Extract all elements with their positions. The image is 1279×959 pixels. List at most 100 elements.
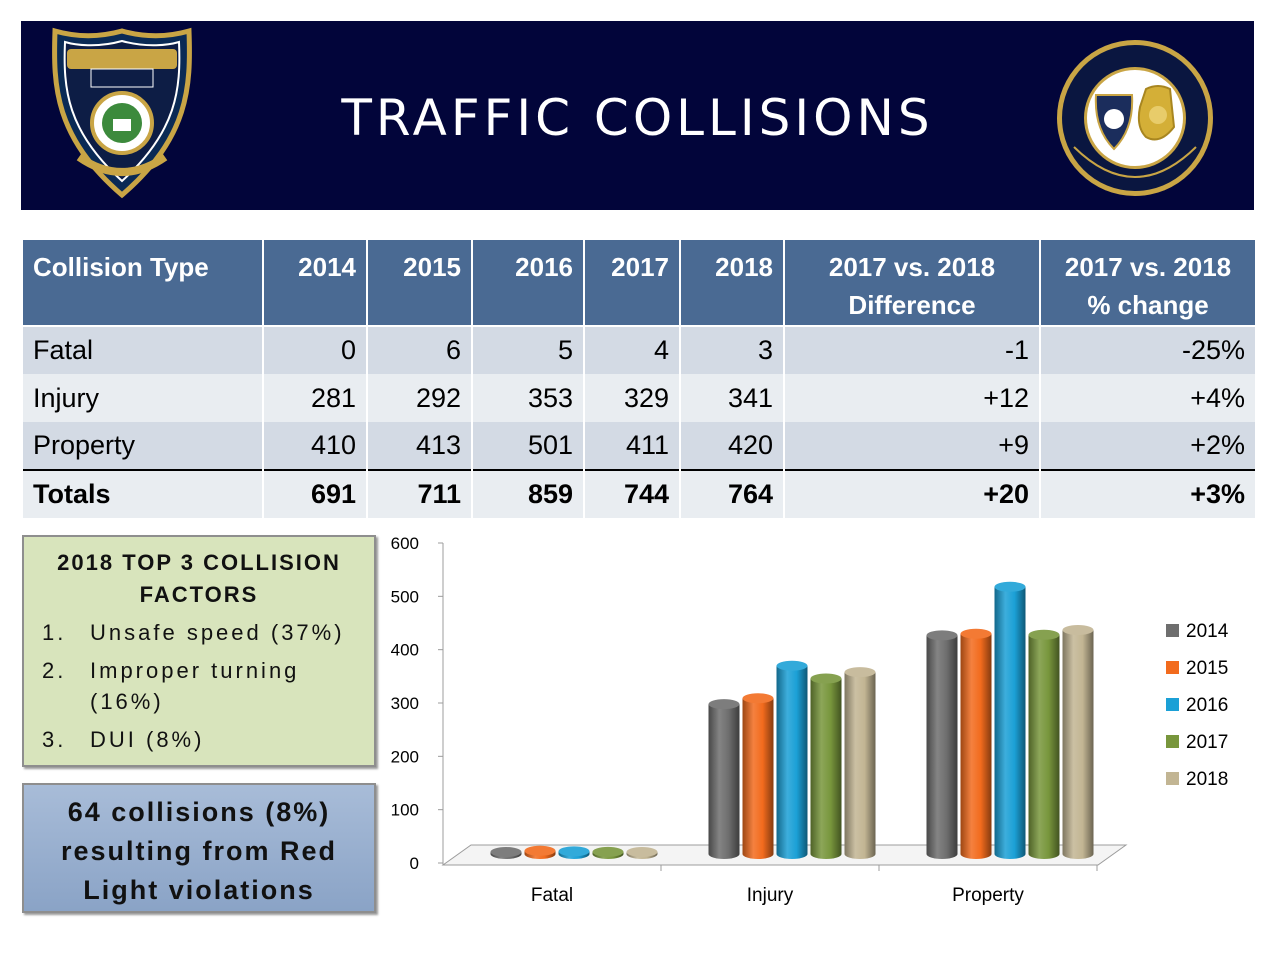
table-cell: 744 (584, 469, 681, 518)
legend-swatch-2016 (1166, 698, 1179, 711)
legend-swatch-2014 (1166, 624, 1179, 637)
bar-2016-injury (776, 665, 808, 859)
table-cell: 6 (367, 325, 473, 374)
factors-list: 1. Unsafe speed (37%) 2. Improper turnin… (42, 617, 372, 762)
legend-label-2018: 2018 (1186, 769, 1228, 790)
header-difference: 2017 vs. 2018 Difference (784, 240, 1041, 326)
legend-label-2015: 2015 (1186, 658, 1228, 679)
table-cell: 281 (263, 374, 368, 422)
legend-swatch-2018 (1166, 772, 1179, 785)
x-tick-label: Property (952, 885, 1024, 906)
table-cell: 329 (584, 374, 681, 422)
list-item-number: 1. (42, 620, 67, 645)
table-cell: 411 (584, 422, 681, 470)
table-cell: Totals (23, 469, 264, 518)
bar-top-2014-property (926, 630, 958, 641)
header-2015: 2015 (367, 240, 473, 326)
list-item-text: DUI (8%) (90, 727, 205, 752)
factors-title: 2018 TOP 3 COLLISION FACTORS (57, 550, 341, 607)
table-row: Property 410 413 501 411 420 +9 +2% (23, 422, 1257, 470)
x-tick-label: Injury (747, 885, 794, 906)
bar-top-2017-injury (810, 673, 842, 684)
legend-label-2017: 2017 (1186, 732, 1228, 753)
table-cell: -1 (784, 325, 1041, 374)
y-tick-label: 100 (391, 801, 419, 820)
bar-top-2015-property (960, 628, 992, 639)
bar-top-2016-fatal (558, 846, 590, 857)
table-cell: Property (23, 422, 264, 470)
list-item-number: 3. (42, 727, 67, 752)
table-cell: 292 (367, 374, 473, 422)
table-cell: 413 (367, 422, 473, 470)
header-percent-change: 2017 vs. 2018 % change (1040, 240, 1257, 326)
table-cell: +3% (1040, 469, 1257, 518)
table-cell: 691 (263, 469, 368, 518)
totals-row: Totals 691 711 859 744 764 +20 +3% (23, 469, 1257, 518)
list-item-number: 2. (42, 658, 67, 683)
bar-top-2017-property (1028, 629, 1060, 640)
table-cell: +2% (1040, 422, 1257, 470)
bar-2014-injury (708, 704, 740, 859)
police-patch-logo (52, 27, 192, 199)
table-cell: 353 (472, 374, 585, 422)
table-cell: Injury (23, 374, 264, 422)
header-2016: 2016 (472, 240, 585, 326)
bar-2015-property (960, 633, 992, 859)
table-cell: +9 (784, 422, 1041, 470)
table-cell: 4 (584, 325, 681, 374)
bar-top-2018-property (1062, 625, 1094, 635)
bar-top-2016-property (994, 581, 1026, 592)
table-cell: +4% (1040, 374, 1257, 422)
table-cell: +12 (784, 374, 1041, 422)
header-2017: 2017 (584, 240, 681, 326)
table-cell: 0 (263, 325, 368, 374)
bar-top-2014-injury (708, 699, 740, 710)
table-cell: 711 (367, 469, 473, 518)
legend-label-2016: 2016 (1186, 695, 1228, 716)
collision-bar-chart: 0 100 200 300 400 500 600 Fatal Injury Property 20… (391, 534, 1229, 906)
table-cell: -25% (1040, 325, 1257, 374)
legend-swatch-2015 (1166, 661, 1179, 674)
y-tick-label: 500 (391, 587, 419, 606)
red-light-text: 64 collisions (8%) resulting from Red Li… (60, 797, 338, 905)
bar-top-2018-injury (844, 667, 876, 678)
bar-2017-property (1028, 634, 1060, 859)
table-cell: 859 (472, 469, 585, 518)
bar-2017-injury (810, 678, 842, 859)
table-cell: 341 (680, 374, 785, 422)
office-of-chief-seal (1057, 40, 1213, 196)
red-light-callout: 64 collisions (8%) resulting from Red Li… (22, 783, 376, 913)
bar-2014-property (926, 635, 958, 859)
bar-2016-property (994, 586, 1026, 859)
bar-top-2014-fatal (490, 847, 522, 857)
list-item: 3. DUI (8%) (42, 724, 372, 755)
bar-top-2018-fatal (626, 847, 658, 857)
collision-factors-box: 2018 TOP 3 COLLISION FACTORS 1. Unsafe s… (22, 535, 376, 767)
y-tick-label: 600 (391, 534, 419, 553)
list-item-text: Unsafe speed (37%) (90, 620, 345, 645)
bar-2018-injury (844, 672, 876, 859)
legend-label-2014: 2014 (1186, 621, 1229, 642)
table-header-row: Collision Type 2014 2015 2016 2017 2018 … (23, 240, 1257, 326)
list-item: 2. Improper turning (16%) (42, 655, 372, 717)
x-tick-label: Fatal (531, 885, 573, 906)
table-cell: 501 (472, 422, 585, 470)
legend-swatch-2017 (1166, 735, 1179, 748)
bar-2015-injury (742, 698, 774, 859)
y-tick-label: 0 (410, 854, 419, 873)
table-cell: 420 (680, 422, 785, 470)
y-tick-label: 200 (391, 747, 419, 766)
bar-2018-property (1062, 630, 1094, 859)
y-tick-label: 300 (391, 694, 419, 713)
table-cell: Fatal (23, 325, 264, 374)
bar-top-2015-injury (742, 693, 774, 704)
title-banner: TRAFFIC COLLISIONS (21, 21, 1254, 210)
list-item-text: Improper turning (16%) (90, 658, 300, 714)
header-2014: 2014 (263, 240, 368, 326)
list-item: 1. Unsafe speed (37%) (42, 617, 372, 648)
table-cell: 5 (472, 325, 585, 374)
collision-table: Collision Type 2014 2015 2016 2017 2018 … (23, 240, 1257, 518)
table-cell: 410 (263, 422, 368, 470)
table-row: Fatal 0 6 5 4 3 -1 -25% (23, 325, 1257, 374)
bar-top-2015-fatal (524, 845, 556, 856)
